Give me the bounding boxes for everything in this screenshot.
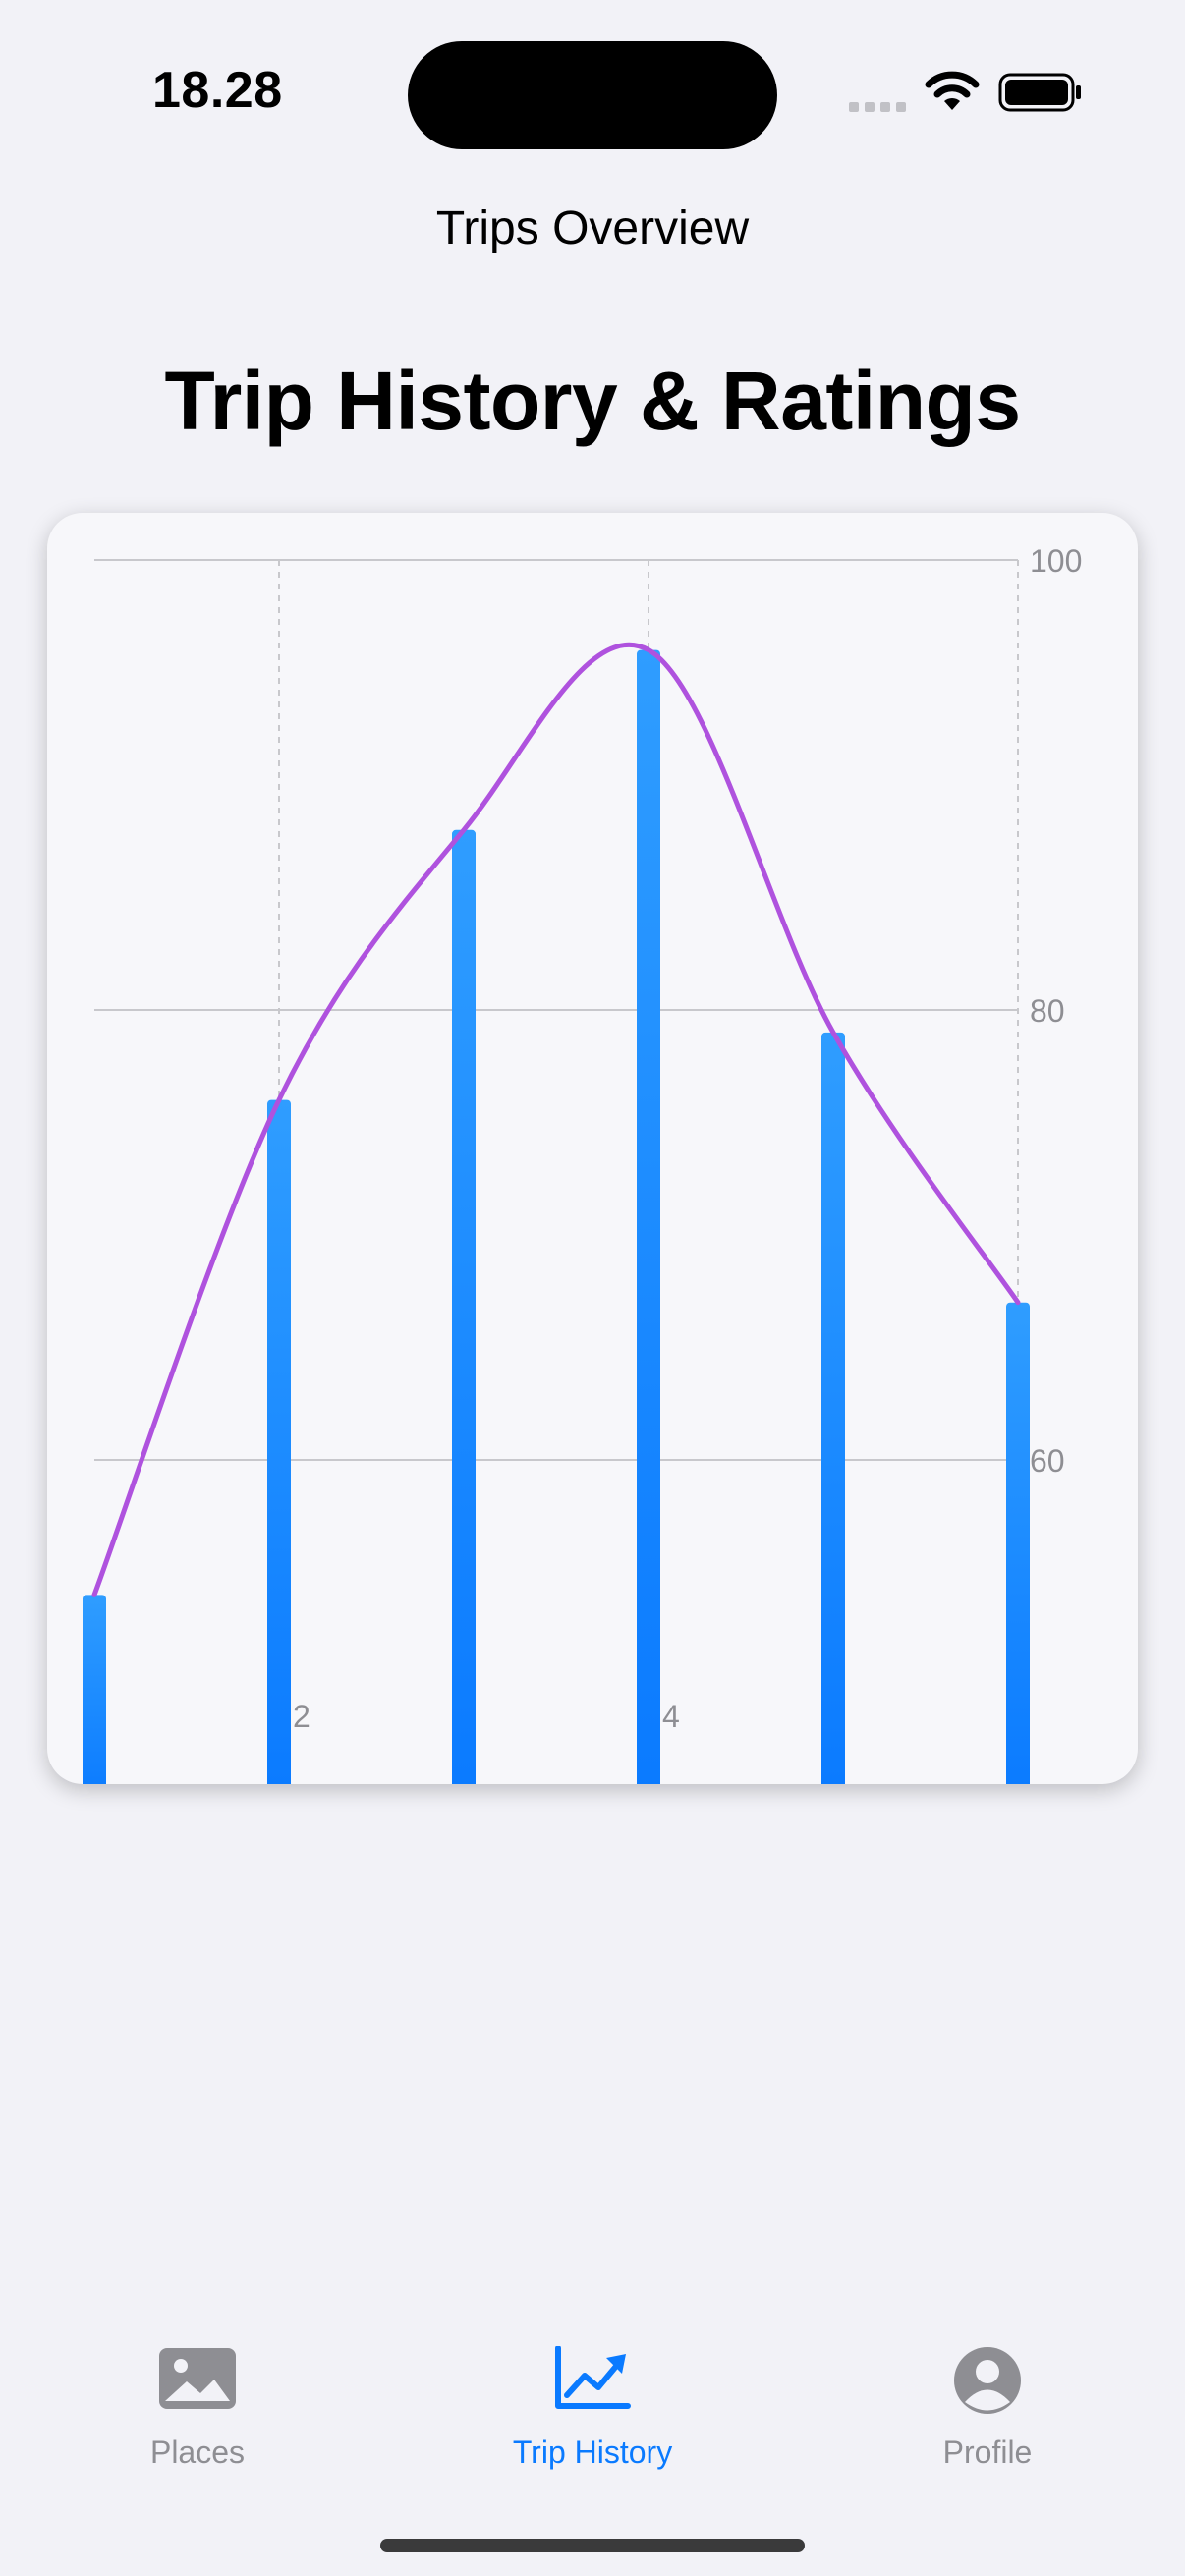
chart-card: 100 80 60 2 4 xyxy=(47,513,1138,1784)
tab-profile[interactable]: Profile xyxy=(790,2309,1185,2495)
y-tick-label: 60 xyxy=(1030,1443,1065,1479)
home-indicator xyxy=(380,2539,805,2552)
x-tick-label: 4 xyxy=(662,1699,680,1734)
chart-bar xyxy=(452,829,476,1784)
person-circle-icon xyxy=(954,2347,1021,2414)
y-tick-label: 100 xyxy=(1030,543,1082,579)
nav-title: Trips Overview xyxy=(435,202,750,254)
cellular-signal-icon xyxy=(849,102,908,112)
page-title: Trip History & Ratings xyxy=(164,355,1021,447)
chart-bar xyxy=(267,1099,291,1784)
tab-bar: Places Trip History Profile xyxy=(0,2309,1185,2505)
y-tick-label: 80 xyxy=(1030,993,1065,1029)
photo-icon xyxy=(159,2348,236,2409)
chart-bar xyxy=(83,1595,106,1784)
wifi-icon xyxy=(925,71,980,110)
tab-label: Profile xyxy=(942,2435,1033,2470)
dynamic-island xyxy=(408,41,777,149)
trip-ratings-chart: 100 80 60 2 4 xyxy=(83,543,1082,1784)
battery-icon xyxy=(998,73,1081,112)
chart-bar xyxy=(821,1032,845,1784)
status-time: 18.28 xyxy=(152,62,283,119)
tab-places[interactable]: Places xyxy=(0,2309,395,2495)
status-bar: 18.28 xyxy=(0,0,1185,187)
tab-label: Trip History xyxy=(512,2435,673,2470)
chart-line-uptrend-icon xyxy=(555,2346,631,2409)
chart-bar xyxy=(1006,1302,1030,1784)
x-tick-label: 2 xyxy=(293,1699,310,1734)
rating-line xyxy=(91,642,1021,1597)
tab-trip-history[interactable]: Trip History xyxy=(395,2309,790,2495)
tab-label: Places xyxy=(149,2435,246,2470)
chart-bar xyxy=(637,649,660,1784)
